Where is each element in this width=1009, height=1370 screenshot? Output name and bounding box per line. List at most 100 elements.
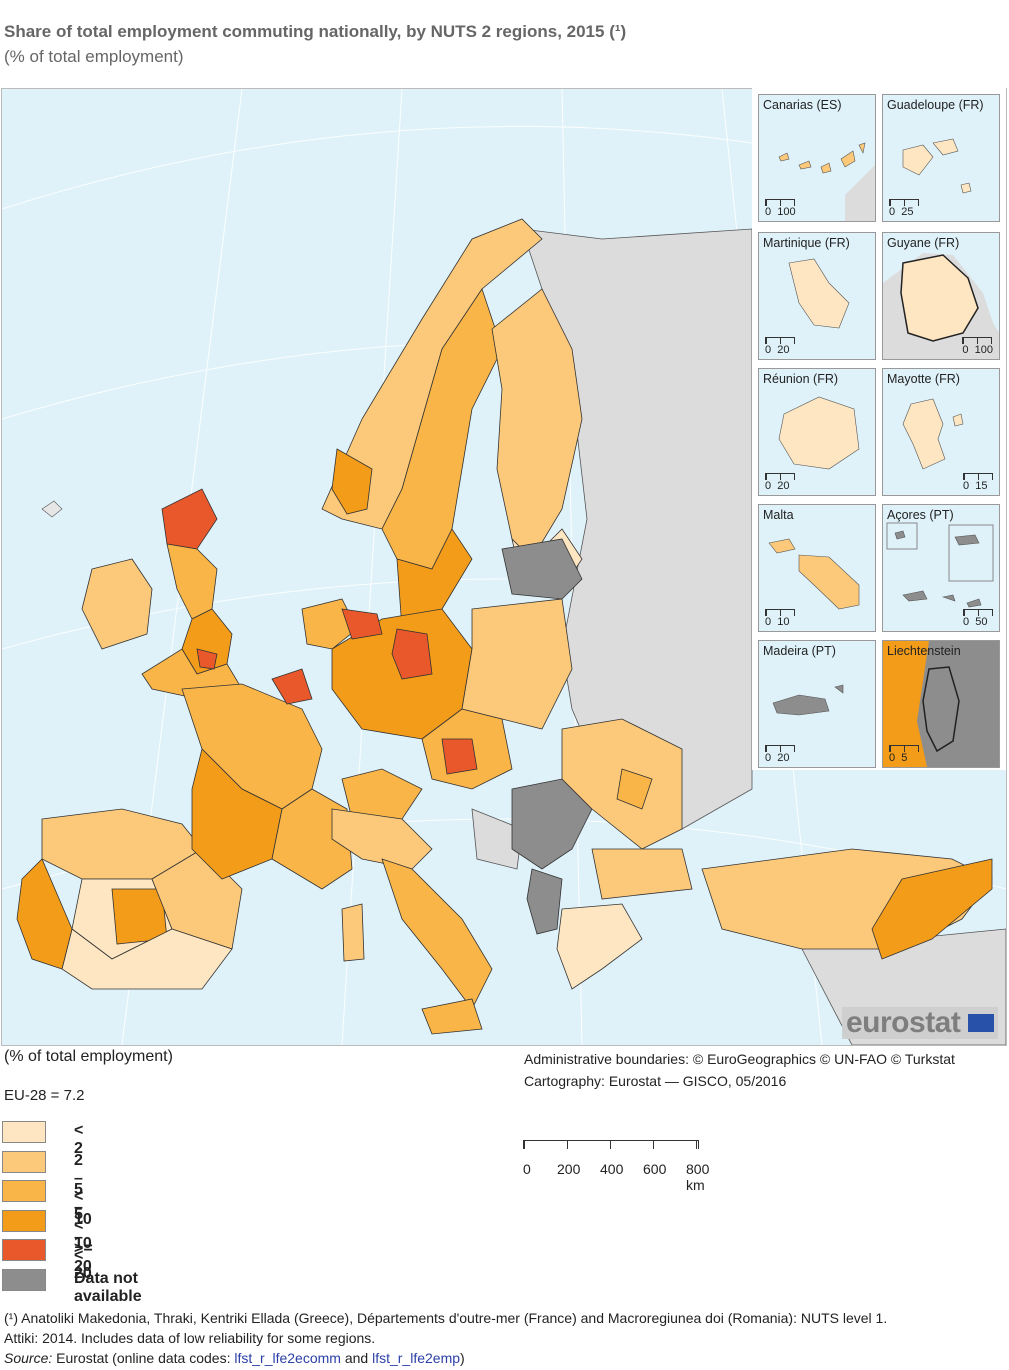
scale-tick-label: 0 — [523, 1161, 531, 1177]
and-text: and — [340, 1350, 373, 1366]
legend-label: < 2 — [74, 1122, 84, 1157]
inset-name: Martinique (FR) — [763, 236, 850, 250]
inset-scalebar: 0 50 — [963, 609, 993, 628]
source-label: Source: — [4, 1350, 53, 1366]
legend-swatch — [2, 1209, 46, 1232]
scalebar-labels: 0 200 400 600 800 km — [523, 1161, 709, 1193]
inset-scalebar: 0 20 — [765, 473, 795, 492]
credits-cartography: Cartography: Eurostat — GISCO, 05/2016 — [524, 1073, 787, 1089]
inset-guadeloupe: Guadeloupe (FR) 0 25 — [882, 94, 1000, 222]
footnote-line-2: Attiki: 2014. Includes data of low relia… — [4, 1330, 376, 1346]
eu-average: EU-28 = 7.2 — [4, 1087, 85, 1104]
central-europe-regions — [301, 538, 583, 820]
inset-canarias: Canarias (ES) 0 100 — [758, 94, 876, 222]
inset-malta: Malta 0 10 — [758, 504, 876, 632]
europe-map-svg — [2, 89, 1006, 1045]
scale-start: 0 — [765, 206, 772, 218]
scale-start: 0 — [765, 344, 772, 356]
data-code-link-1[interactable]: lfst_r_lfe2ecomm — [234, 1350, 341, 1366]
close-paren: ) — [460, 1350, 465, 1366]
eu-flag-icon — [968, 1014, 994, 1032]
inset-guyane: Guyane (FR) 0 100 — [882, 232, 1000, 360]
inset-reunion: Réunion (FR) 0 20 — [758, 368, 876, 496]
inset-scalebar: 0 25 — [889, 199, 919, 218]
eurostat-logo: eurostat — [842, 1007, 998, 1039]
inset-name: Guadeloupe (FR) — [887, 98, 984, 112]
reunion-shape — [778, 396, 860, 470]
legend-label: 5 – < 10 — [74, 1181, 92, 1252]
inset-madeira: Madeira (PT) 0 20 — [758, 640, 876, 768]
inset-scalebar: 0 5 — [889, 745, 919, 764]
credits-boundaries: Administrative boundaries: © EuroGeograp… — [524, 1051, 955, 1067]
footnote: (¹) Anatoliki Makedonia, Thraki, Kentrik… — [4, 1308, 1004, 1368]
scale-tick-label: 400 — [600, 1161, 624, 1177]
inset-scalebar: 0 20 — [765, 745, 795, 764]
southeast-regions — [511, 718, 993, 990]
scale-start: 0 — [889, 752, 896, 764]
canarias-shape — [778, 142, 875, 221]
main-scalebar: 0 200 400 600 800 km — [523, 1140, 709, 1193]
scale-start: 0 — [962, 344, 969, 356]
mayotte-shape — [902, 398, 964, 470]
inset-name: Canarias (ES) — [763, 98, 842, 112]
liechtenstein-shape — [883, 641, 960, 767]
scale-end: 5 — [901, 752, 908, 764]
italy-regions — [331, 808, 493, 1035]
malta-shape — [768, 538, 860, 610]
madeira-shape — [772, 684, 844, 716]
legend-swatch — [2, 1239, 46, 1261]
acores-shape — [886, 522, 994, 608]
inset-name: Malta — [763, 508, 794, 522]
uk-ireland-regions — [81, 488, 243, 705]
map-credits: Administrative boundaries: © EuroGeograp… — [524, 1048, 955, 1092]
scale-end: 25 — [901, 206, 914, 218]
source-text: Eurostat (online data codes: — [52, 1350, 235, 1366]
scale-start: 0 — [963, 616, 970, 628]
scale-end: 100 — [974, 344, 993, 356]
guyane-shape — [883, 253, 999, 359]
inset-scalebar: 0 20 — [765, 337, 795, 356]
scale-end: 20 — [777, 344, 790, 356]
inset-name: Réunion (FR) — [763, 372, 839, 386]
footnote-source: Source: Eurostat (online data codes: lfs… — [4, 1348, 1004, 1368]
martinique-shape — [788, 258, 850, 329]
scale-end: 20 — [777, 752, 790, 764]
scale-start: 0 — [765, 480, 772, 492]
scale-tick-label: 600 — [643, 1161, 667, 1177]
footnote-line-1: (¹) Anatoliki Makedonia, Thraki, Kentrik… — [4, 1310, 888, 1326]
legend-label: 2 – < 5 — [74, 1151, 84, 1223]
legend-swatch — [2, 1268, 46, 1291]
inset-scalebar: 0 15 — [963, 473, 993, 492]
legend-unit-label: (% of total employment) — [4, 1048, 173, 1065]
inset-mayotte: Mayotte (FR) 0 15 — [882, 368, 1000, 496]
scale-start: 0 — [963, 480, 970, 492]
inset-panel: Canarias (ES) 0 100 Guadeloupe (FR) 0 25… — [752, 88, 1006, 770]
legend-label: Data not available — [74, 1269, 142, 1305]
scale-end: 100 — [777, 206, 796, 218]
inset-name: Madeira (PT) — [763, 644, 836, 658]
legend-swatch — [2, 1121, 46, 1143]
inset-name: Liechtenstein — [887, 644, 961, 658]
scalebar-ticks — [523, 1140, 699, 1149]
france-regions — [181, 668, 353, 890]
map-subtitle: (% of total employment) — [4, 47, 184, 66]
map-title: Share of total employment commuting nati… — [4, 22, 627, 41]
inset-scalebar: 0 100 — [962, 337, 993, 356]
iceland — [41, 500, 63, 518]
legend-label: >= 20 — [74, 1240, 93, 1275]
inset-name: Guyane (FR) — [887, 236, 960, 250]
scale-start: 0 — [889, 206, 896, 218]
logo-text: eurostat — [846, 1006, 961, 1039]
inset-liechtenstein: Liechtenstein 0 5 — [882, 640, 1000, 768]
scale-end: 50 — [975, 616, 988, 628]
legend-swatch — [2, 1150, 46, 1173]
scale-start: 0 — [765, 752, 772, 764]
inset-scalebar: 0 10 — [765, 609, 795, 628]
inset-name: Açores (PT) — [887, 508, 954, 522]
scale-end: 15 — [975, 480, 988, 492]
inset-martinique: Martinique (FR) 0 20 — [758, 232, 876, 360]
scale-start: 0 — [765, 616, 772, 628]
scale-tick-label: 800 km — [686, 1161, 710, 1193]
data-code-link-2[interactable]: lfst_r_lfe2emp — [372, 1350, 461, 1366]
scale-tick-label: 200 — [557, 1161, 581, 1177]
